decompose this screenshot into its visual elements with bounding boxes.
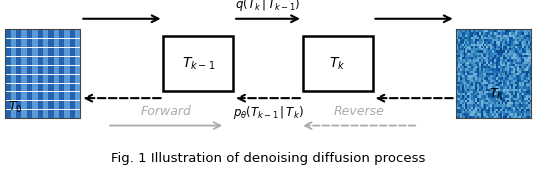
Bar bbox=[70, 29, 75, 118]
Text: $T_k$: $T_k$ bbox=[330, 55, 346, 72]
Bar bbox=[16, 29, 21, 118]
Bar bbox=[21, 29, 27, 118]
Text: $T_0$: $T_0$ bbox=[8, 100, 23, 115]
Text: $T_{k-1}$: $T_{k-1}$ bbox=[182, 55, 215, 72]
Bar bbox=[32, 29, 38, 118]
Bar bbox=[75, 29, 80, 118]
Text: $p_\theta(T_{k-1}\,|\,T_k)$: $p_\theta(T_{k-1}\,|\,T_k)$ bbox=[233, 104, 303, 121]
Bar bbox=[163, 36, 233, 91]
Bar bbox=[43, 29, 48, 118]
Text: Forward: Forward bbox=[141, 105, 191, 118]
Text: Fig. 1 Illustration of denoising diffusion process: Fig. 1 Illustration of denoising diffusi… bbox=[111, 152, 425, 165]
Bar bbox=[303, 36, 373, 91]
Bar bbox=[5, 29, 11, 118]
Text: $T_K$: $T_K$ bbox=[489, 87, 505, 102]
Bar bbox=[48, 29, 54, 118]
Bar bbox=[38, 29, 43, 118]
Bar bbox=[5, 29, 80, 118]
Bar bbox=[27, 29, 32, 118]
Bar bbox=[54, 29, 59, 118]
Text: $q(T_k\,|\,T_{k-1})$: $q(T_k\,|\,T_{k-1})$ bbox=[235, 0, 301, 13]
Bar bbox=[11, 29, 16, 118]
Bar bbox=[59, 29, 64, 118]
Text: Reverse: Reverse bbox=[334, 105, 384, 118]
Bar bbox=[64, 29, 70, 118]
